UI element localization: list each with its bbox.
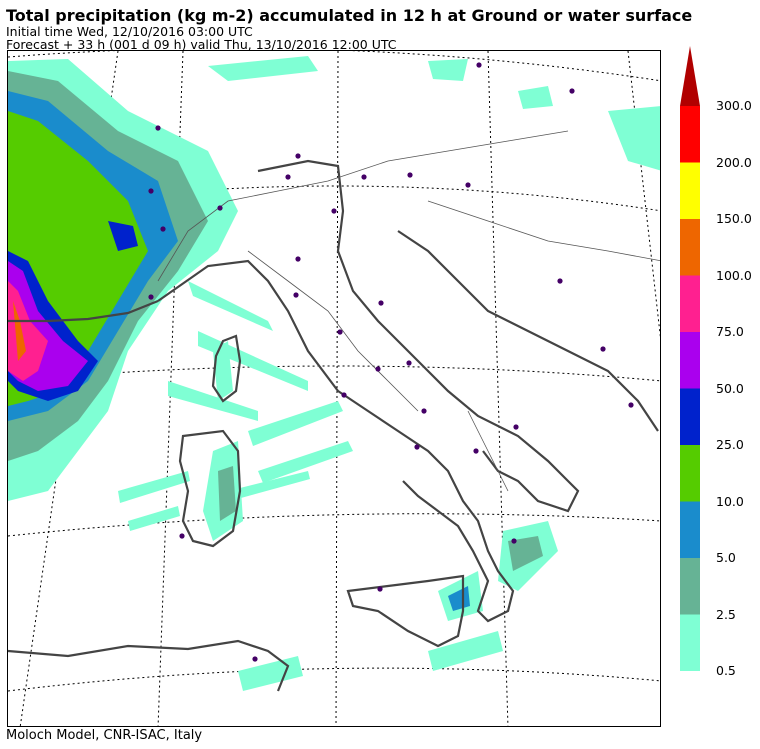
graticule	[8, 51, 660, 726]
colorbar-swatch-75.0	[680, 275, 700, 332]
colorbar-swatch-150.0	[680, 162, 700, 219]
colorbar-swatch-300.0	[680, 46, 700, 106]
colorbar-swatch-0.5	[680, 614, 700, 671]
colorbar-label-10.0: 10.0	[716, 493, 744, 509]
colorbar	[680, 46, 700, 671]
colorbar-swatch-25.0	[680, 388, 700, 445]
colorbar-swatch-50.0	[680, 332, 700, 389]
precipitation-field	[8, 56, 660, 691]
map-title: Total precipitation (kg m-2) accumulated…	[6, 6, 693, 25]
colorbar-label-150.0: 150.0	[716, 211, 752, 226]
city-markers	[148, 62, 634, 662]
colorbar-label-5.0: 5.0	[716, 550, 736, 565]
colorbar-label-50.0: 50.0	[716, 380, 744, 396]
colorbar-label-75.0: 75.0	[716, 324, 744, 339]
colorbar-label-100.0: 100.0	[716, 267, 752, 283]
colorbar-swatch-5.0	[680, 501, 700, 558]
precipitation-map	[7, 50, 661, 727]
colorbar-label-0.5: 0.5	[716, 663, 736, 678]
colorbar-label-25.0: 25.0	[716, 437, 744, 452]
colorbar-swatch-10.0	[680, 445, 700, 502]
map-canvas	[8, 51, 660, 726]
colorbar-label-200.0: 200.0	[716, 154, 752, 170]
coastlines	[8, 159, 659, 692]
colorbar-swatch-2.5	[680, 558, 700, 615]
colorbar-swatch-100.0	[680, 219, 700, 276]
initial-time: Initial time Wed, 12/10/2016 03:00 UTC	[6, 24, 253, 39]
forecast-validity: Forecast + 33 h (001 d 09 h) valid Thu, …	[6, 37, 397, 52]
admin-borders	[157, 130, 660, 492]
colorbar-label-300.0: 300.0	[716, 98, 752, 113]
model-credit: Moloch Model, CNR-ISAC, Italy	[6, 728, 203, 743]
colorbar-swatch-200.0	[680, 106, 700, 163]
colorbar-label-2.5: 2.5	[716, 606, 736, 622]
